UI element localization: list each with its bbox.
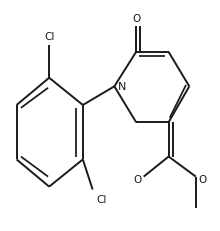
Text: O: O (198, 174, 206, 184)
Text: O: O (133, 174, 141, 184)
Text: Cl: Cl (96, 194, 106, 204)
Text: O: O (132, 14, 140, 24)
Text: Cl: Cl (44, 31, 54, 41)
Text: N: N (118, 82, 126, 92)
